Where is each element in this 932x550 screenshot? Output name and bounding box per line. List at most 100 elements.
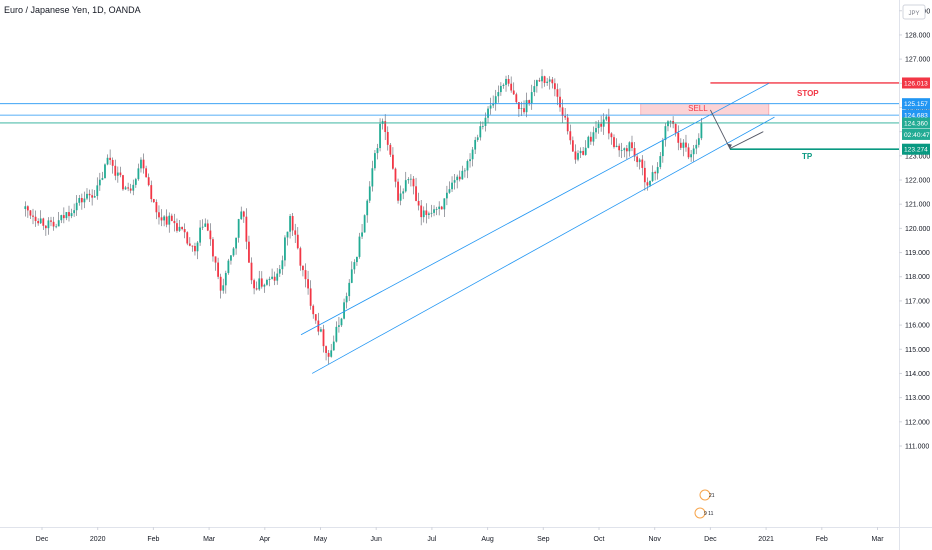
candle-body (530, 92, 533, 104)
candle-body (451, 182, 453, 190)
candle-body (209, 230, 212, 240)
candle-body (165, 216, 168, 225)
candle-body (109, 157, 112, 160)
event-badge-count-2: 9 11 (704, 511, 714, 517)
price-tag-label: 124.360 (904, 120, 928, 127)
x-tick-label: Dec (36, 536, 49, 543)
candle-body (232, 248, 235, 256)
candle-body (368, 186, 371, 201)
event-badges[interactable]: 21 9 11 (694, 489, 715, 519)
candle-body (435, 208, 438, 210)
candle-body (520, 108, 523, 110)
candle-body (656, 167, 659, 174)
candle-body (65, 212, 68, 219)
y-tick-label: 112.000 (905, 419, 930, 426)
event-badge-icon-2[interactable] (694, 507, 706, 519)
event-badge-icon[interactable] (699, 489, 711, 501)
candle-body (541, 76, 543, 82)
price-tag (902, 98, 930, 110)
candle-body (309, 288, 312, 306)
price-tag (902, 117, 930, 129)
candle-body (682, 142, 685, 148)
candle-body (690, 154, 693, 158)
candle-body (32, 215, 34, 217)
candle-body (636, 156, 639, 163)
candle-body (140, 159, 142, 169)
candle-body (80, 198, 83, 203)
candle-body (268, 278, 271, 280)
candle-body (212, 239, 214, 257)
candle-body (62, 215, 65, 219)
candle-body (685, 142, 687, 148)
channel-upper-line (300, 82, 770, 336)
candle-body (533, 86, 536, 93)
y-tick-label: 117.000 (905, 298, 930, 305)
candle-body (363, 215, 366, 233)
candle-body (502, 84, 505, 86)
candle-body (494, 96, 497, 104)
candle-body (266, 279, 268, 285)
candle-body (86, 193, 88, 199)
candle-body (335, 326, 338, 342)
candle-body (646, 182, 649, 186)
candle-body (160, 217, 163, 221)
price-tag (902, 143, 930, 155)
candle-body (577, 153, 579, 160)
candle-body (484, 117, 487, 126)
candle-body (258, 278, 261, 290)
candle-body (587, 136, 590, 148)
candle-body (517, 102, 520, 110)
candle-body (430, 212, 433, 214)
candle-body (114, 165, 117, 176)
candle-body (348, 282, 351, 297)
candle-body (88, 193, 91, 196)
candle-body (443, 198, 446, 210)
candle-body (607, 116, 610, 134)
candle-body (219, 276, 222, 291)
candle-body (73, 210, 76, 214)
candle-body (42, 218, 45, 226)
candle-body (142, 159, 145, 169)
candle-body (299, 248, 302, 266)
symbol-badge-label: JPY (908, 11, 919, 17)
candle-body (98, 179, 101, 186)
candle-body (322, 329, 325, 347)
candle-body (158, 212, 160, 218)
candle-body (245, 216, 248, 242)
candle-body (284, 237, 286, 261)
candle-body (289, 216, 291, 232)
candle-body (489, 105, 492, 109)
candle-body (440, 206, 443, 210)
chart-title: Euro / Japanese Yen, 1D, OANDA (4, 5, 141, 15)
symbol-badge[interactable]: JPY (902, 4, 926, 20)
candle-body (659, 156, 662, 168)
candle-body (242, 211, 245, 217)
candle-body (445, 192, 448, 199)
candle-body (201, 226, 204, 228)
candle-body (358, 236, 361, 257)
candle-body (350, 269, 353, 283)
candle-body (147, 177, 150, 186)
candle-body (255, 288, 258, 290)
x-tick-label: 2020 (90, 536, 106, 543)
candle-body (649, 180, 651, 186)
candle-body (70, 213, 73, 217)
y-tick-label: 119.000 (905, 250, 930, 257)
candle-body (389, 144, 392, 155)
candle-body (695, 144, 698, 149)
x-axis[interactable]: Dec 2020 Feb Mar Apr May Jun Jul Aug Sep Oct Nov Dec… (36, 527, 884, 543)
candle-body (633, 148, 636, 157)
candle-body (68, 212, 70, 217)
price-tag (902, 109, 930, 121)
candle-body (469, 159, 471, 162)
candle-body (386, 131, 389, 145)
candle-body (589, 136, 592, 142)
candle-body (448, 189, 451, 193)
candle-body (343, 302, 345, 319)
candle-body (525, 100, 528, 113)
candle-body (392, 154, 394, 169)
candle-body (456, 176, 459, 181)
